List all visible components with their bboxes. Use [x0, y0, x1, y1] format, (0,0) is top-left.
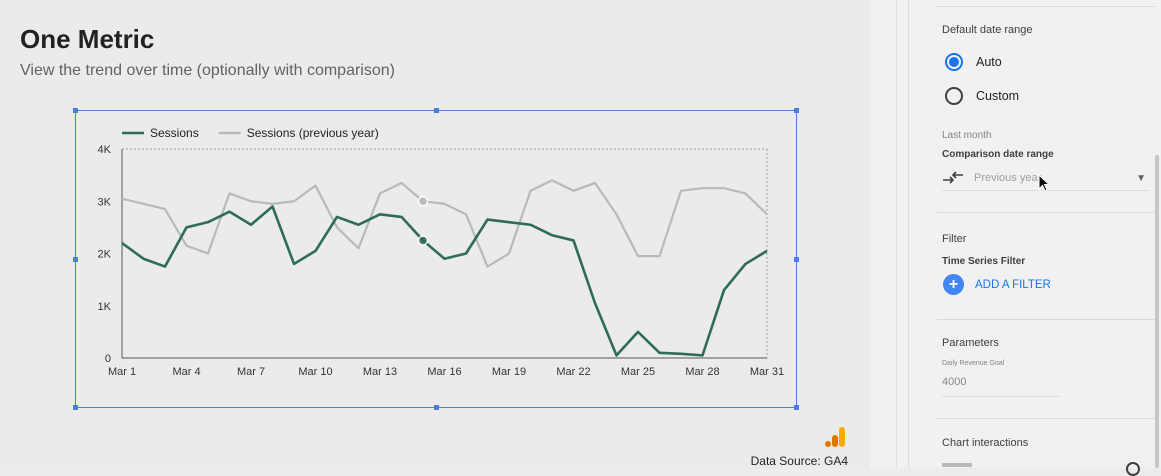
report-canvas: One Metric View the trend over time (opt… — [20, 24, 848, 468]
radio-custom-label: Custom — [976, 89, 1020, 103]
time-series-filter-label: Time Series Filter — [942, 256, 1026, 267]
y-tick-label: 2K — [98, 249, 112, 261]
x-tick-label: Mar 7 — [237, 366, 265, 378]
legend-label: Sessions — [150, 126, 199, 140]
section-divider — [937, 418, 1155, 419]
panel-scrollbar[interactable] — [1155, 155, 1159, 468]
section-divider — [937, 319, 1155, 320]
x-tick-label: Mar 13 — [363, 366, 397, 378]
x-tick-label: Mar 4 — [172, 366, 200, 378]
section-divider — [937, 6, 1155, 7]
resize-handle-tl[interactable] — [73, 108, 78, 113]
data-source-label: Data Source: GA4 — [750, 454, 848, 468]
filter-title: Filter — [942, 233, 967, 245]
resize-handle-bm[interactable] — [434, 405, 439, 410]
radio-custom[interactable]: Custom — [945, 84, 1019, 108]
default-date-range-title: Default date range — [942, 24, 1033, 36]
hover-point — [417, 235, 429, 246]
section-divider — [937, 212, 1155, 213]
compare-arrows-icon — [943, 171, 963, 184]
chart-svg: 0 1K 2K 3K 4K Mar 1 Mar 4 Mar 7 Mar 10 Mar 13 Mar … — [98, 126, 785, 378]
hover-point — [417, 196, 429, 207]
x-tick-label: Mar 19 — [492, 366, 526, 378]
radio-checked-icon[interactable] — [945, 53, 963, 71]
parameters-title: Parameters — [942, 337, 999, 349]
x-tick-label: Mar 28 — [685, 366, 719, 378]
plus-icon: + — [943, 274, 964, 295]
resize-handle-bl[interactable] — [73, 405, 78, 410]
radio-auto[interactable]: Auto — [945, 50, 1002, 74]
report-title: One Metric — [20, 24, 155, 54]
x-tick-label: Mar 10 — [298, 366, 332, 378]
toggle-switch[interactable] — [1126, 462, 1140, 476]
chevron-down-icon[interactable]: ▼ — [1136, 173, 1146, 184]
mouse-cursor-icon — [1038, 174, 1050, 192]
x-tick-label: Mar 25 — [621, 366, 655, 378]
chart-interactions-title: Chart interactions — [942, 437, 1029, 449]
add-filter-label: ADD A FILTER — [975, 278, 1051, 291]
resize-handle-ml[interactable] — [73, 257, 78, 262]
report-subtitle: View the trend over time (optionally wit… — [20, 62, 395, 79]
radio-unchecked-icon[interactable] — [945, 87, 963, 105]
y-tick-label: 0 — [105, 353, 111, 365]
resize-handle-br[interactable] — [794, 405, 799, 410]
add-filter-button[interactable]: + ADD A FILTER — [943, 274, 1051, 295]
resize-handle-mr[interactable] — [794, 257, 799, 262]
y-tick-label: 4K — [98, 144, 112, 156]
series-line-sessions-previous-year — [121, 179, 768, 268]
x-tick-label: Mar 31 — [750, 366, 784, 378]
revenue-goal-input[interactable]: 4000 — [942, 374, 1060, 397]
revenue-goal-label: Daily Revenue Goal — [942, 360, 1005, 367]
resize-handle-tr[interactable] — [794, 108, 799, 113]
series-line-sessions — [121, 205, 768, 357]
radio-auto-label: Auto — [976, 55, 1002, 69]
y-tick-label: 1K — [98, 301, 112, 313]
cropped-option-label — [942, 463, 972, 467]
properties-panel: Default date range Auto Custom Last mont… — [908, 0, 1161, 476]
y-tick-label: 3K — [98, 196, 112, 208]
x-tick-label: Mar 22 — [556, 366, 590, 378]
x-tick-label: Mar 1 — [108, 366, 136, 378]
comparison-date-range-title: Comparison date range — [942, 149, 1054, 160]
resize-handle-tm[interactable] — [434, 108, 439, 113]
legend-label: Sessions (previous year) — [247, 126, 379, 140]
google-analytics-logo — [825, 427, 845, 447]
comparison-value: Previous year — [974, 172, 1042, 184]
canvas-gutter — [870, 0, 908, 468]
x-tick-label: Mar 16 — [427, 366, 461, 378]
time-series-chart[interactable]: 0 1K 2K 3K 4K Mar 1 Mar 4 Mar 7 Mar 10 Mar 13 Mar … — [75, 110, 797, 408]
last-month-text: Last month — [942, 130, 992, 141]
